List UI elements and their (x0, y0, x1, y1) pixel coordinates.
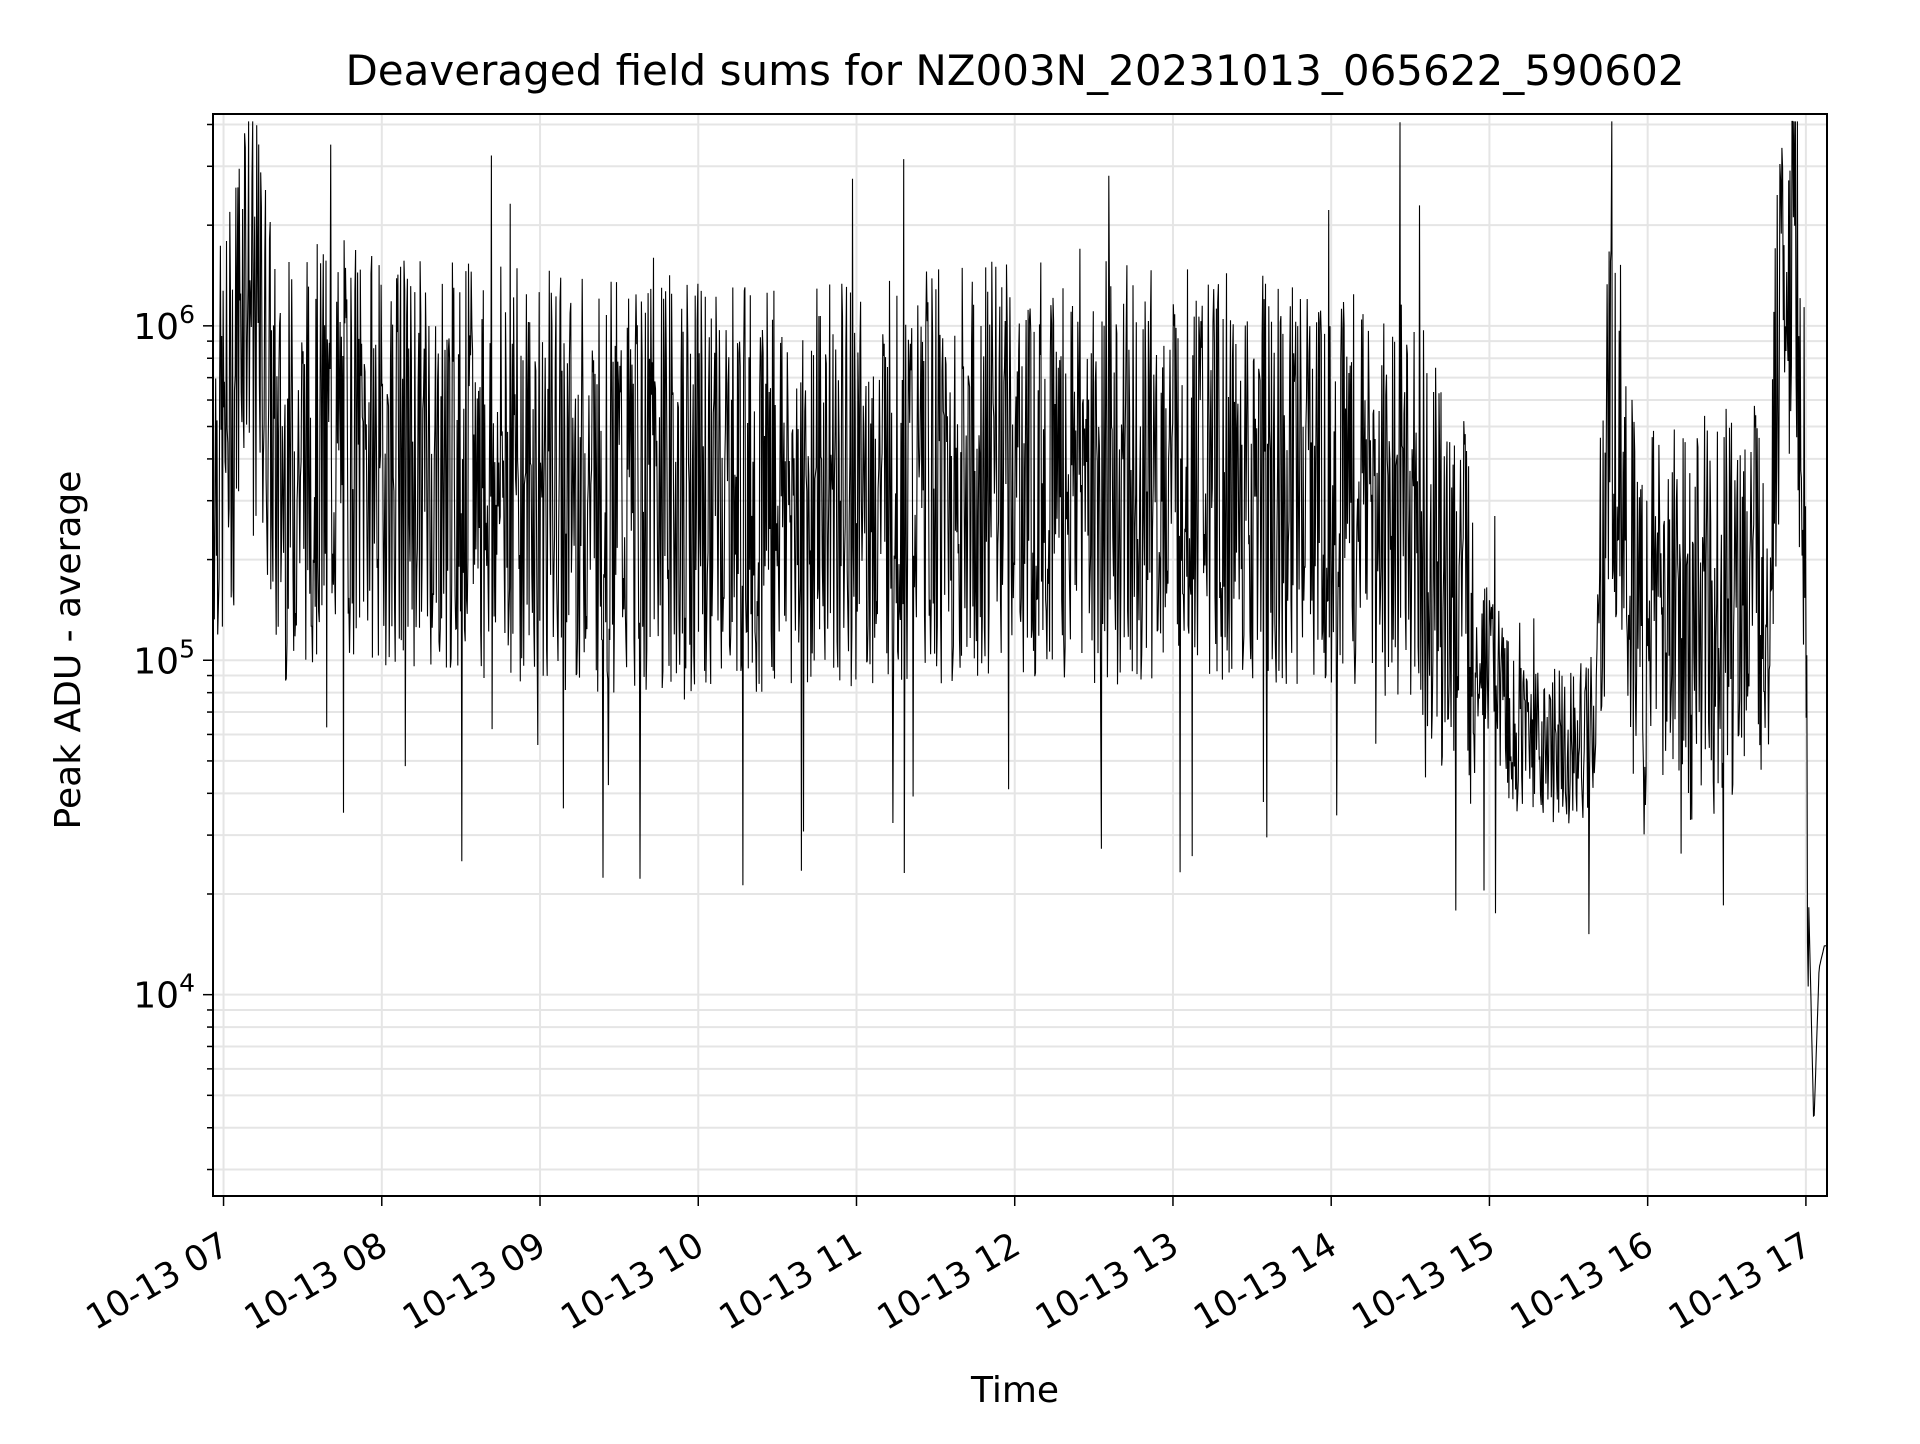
plot-frame (212, 113, 1828, 1197)
chart-title: Deaveraged field sums for NZ003N_2023101… (345, 46, 1684, 95)
x-axis-label: Time (970, 1370, 1059, 1411)
y-tick-label: 105 (133, 634, 195, 682)
y-axis-label: Peak ADU - average (48, 471, 89, 830)
y-tick-label: 106 (133, 300, 195, 348)
series-layer (212, 120, 1827, 1118)
grid-lines (213, 114, 1827, 1196)
series-line (212, 120, 1827, 1118)
y-tick-label: 104 (133, 969, 195, 1017)
